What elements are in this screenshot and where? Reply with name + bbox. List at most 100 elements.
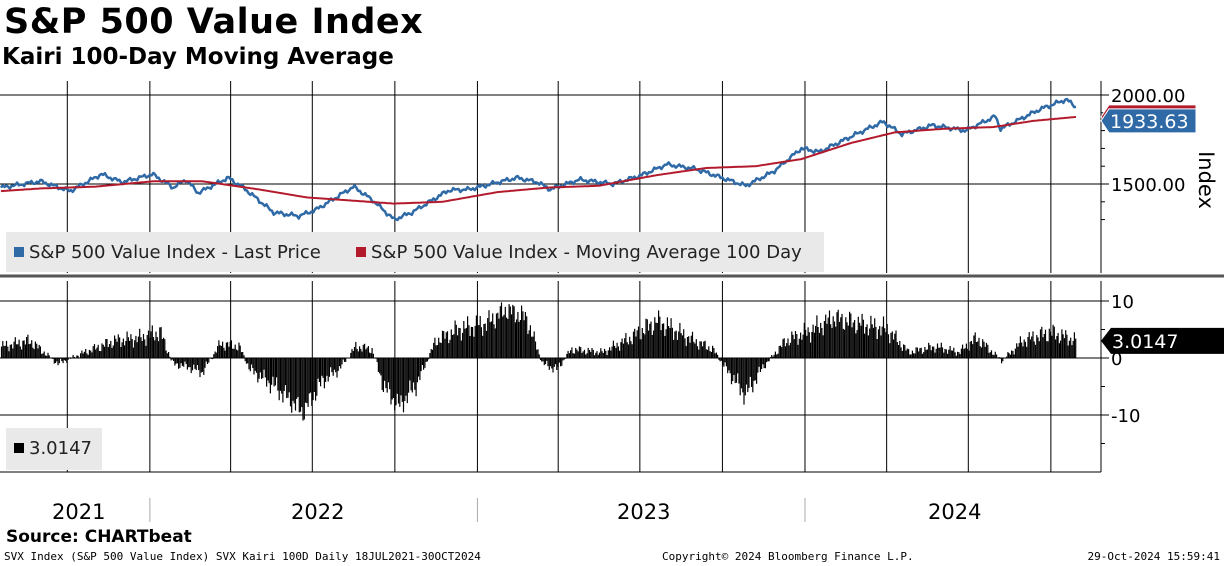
kairi-bar xyxy=(899,340,901,358)
kairi-bar xyxy=(625,333,627,358)
year-label-2022: 2022 xyxy=(291,500,345,524)
kairi-bar xyxy=(948,349,950,358)
kairi-bar xyxy=(845,317,847,358)
kairi-bar xyxy=(287,358,289,398)
kairi-bar xyxy=(729,358,731,374)
kairi-bar xyxy=(292,358,294,401)
kairi-bar xyxy=(666,317,668,358)
kairi-bar xyxy=(1007,352,1009,358)
kairi-bar xyxy=(930,350,932,358)
legend-item-last-price: S&P 500 Value Index - Last Price xyxy=(14,242,321,263)
kairi-bar xyxy=(494,328,496,358)
kairi-bar xyxy=(328,358,330,377)
kairi-bar xyxy=(331,358,333,373)
kairi-bar xyxy=(114,335,116,358)
kairi-bar xyxy=(1044,329,1047,358)
kairi-bar xyxy=(116,341,118,358)
kairi-bar xyxy=(719,358,721,362)
kairi-bar xyxy=(222,341,224,358)
series-line-moving-average xyxy=(0,115,1077,205)
kairi-bar xyxy=(293,358,295,404)
kairi-bar xyxy=(989,352,991,358)
kairi-bar xyxy=(825,314,827,358)
kairi-bar xyxy=(323,358,325,389)
kairi-bar xyxy=(782,339,784,358)
kairi-bar xyxy=(959,354,961,358)
kairi-bar xyxy=(303,358,305,420)
kairi-bar xyxy=(325,358,327,382)
kairi-bar xyxy=(488,310,490,358)
kairi-bar xyxy=(72,355,74,358)
kairi-bar xyxy=(558,358,560,363)
kairi-bar xyxy=(820,322,822,358)
kairi-bar xyxy=(777,353,779,358)
kairi-bar xyxy=(656,323,658,358)
kairi-bar xyxy=(801,339,803,358)
kairi-bar xyxy=(869,328,871,358)
kairi-bar xyxy=(1004,358,1006,359)
kairi-bar xyxy=(849,311,851,358)
kairi-bar xyxy=(649,323,651,358)
kairi-bar xyxy=(156,337,158,358)
kairi-bar xyxy=(859,322,861,358)
kairi-bar xyxy=(17,344,19,358)
kairi-bar xyxy=(1028,332,1030,358)
kairi-bar xyxy=(562,358,564,361)
kairi-bar xyxy=(242,352,244,358)
kairi-bar xyxy=(965,343,967,358)
kairi-bar xyxy=(828,310,831,358)
kairi-bar xyxy=(335,358,337,373)
kairi-bar xyxy=(418,358,420,377)
last-value-tag-last-price: 1933.63 xyxy=(1100,108,1197,134)
year-label-2021: 2021 xyxy=(52,500,106,524)
kairi-bar xyxy=(588,350,591,358)
kairi-bar xyxy=(70,358,72,359)
kairi-bar xyxy=(13,341,15,358)
kairi-bar xyxy=(52,358,54,359)
kairi-bar xyxy=(82,353,84,358)
kairi-bar xyxy=(235,349,237,358)
kairi-bar xyxy=(807,327,809,358)
kairi-bar xyxy=(537,349,539,358)
kairi-bar xyxy=(252,358,254,368)
kairi-bar xyxy=(34,341,36,358)
kairi-bar xyxy=(147,330,150,358)
kairi-bar xyxy=(286,358,288,399)
kairi-bar xyxy=(12,348,14,358)
kairi-bar xyxy=(822,335,824,358)
kairi-bar xyxy=(854,320,856,358)
footer-left: SVX Index (S&P 500 Value Index) SVX Kair… xyxy=(4,550,481,563)
kairi-bar xyxy=(474,325,476,358)
kairi-bar xyxy=(310,358,312,393)
kairi-bar xyxy=(120,347,122,358)
kairi-bar xyxy=(131,339,133,358)
kairi-bar xyxy=(101,343,103,358)
kairi-bar xyxy=(993,354,995,358)
kairi-bar xyxy=(384,358,386,381)
last-value-tag-kairi-text: 3.0147 xyxy=(1112,331,1178,353)
kairi-bar xyxy=(724,358,726,363)
kairi-bar xyxy=(896,342,898,358)
kairi-bar xyxy=(107,347,109,358)
kairi-bar xyxy=(103,346,106,358)
kairi-bar xyxy=(639,339,641,358)
kairi-bar xyxy=(66,358,68,363)
kairi-bar xyxy=(24,344,26,358)
kairi-bar xyxy=(150,331,152,358)
kairi-bar xyxy=(784,346,787,358)
kairi-bar xyxy=(315,358,317,401)
kairi-bar xyxy=(646,319,648,358)
kairi-bar xyxy=(189,358,191,368)
kairi-bar xyxy=(831,327,833,358)
kairi-histogram xyxy=(0,302,1077,421)
kairi-bar xyxy=(338,358,341,367)
kairi-bar xyxy=(592,349,594,358)
kairi-bar xyxy=(262,358,264,379)
kairi-bar xyxy=(919,348,921,358)
kairi-bar xyxy=(712,345,714,358)
tick-label-kairi-10: 10 xyxy=(1111,292,1134,313)
kairi-bar xyxy=(48,355,50,358)
kairi-bar xyxy=(464,328,466,358)
kairi-bar xyxy=(674,331,676,358)
kairi-bar xyxy=(54,358,57,363)
